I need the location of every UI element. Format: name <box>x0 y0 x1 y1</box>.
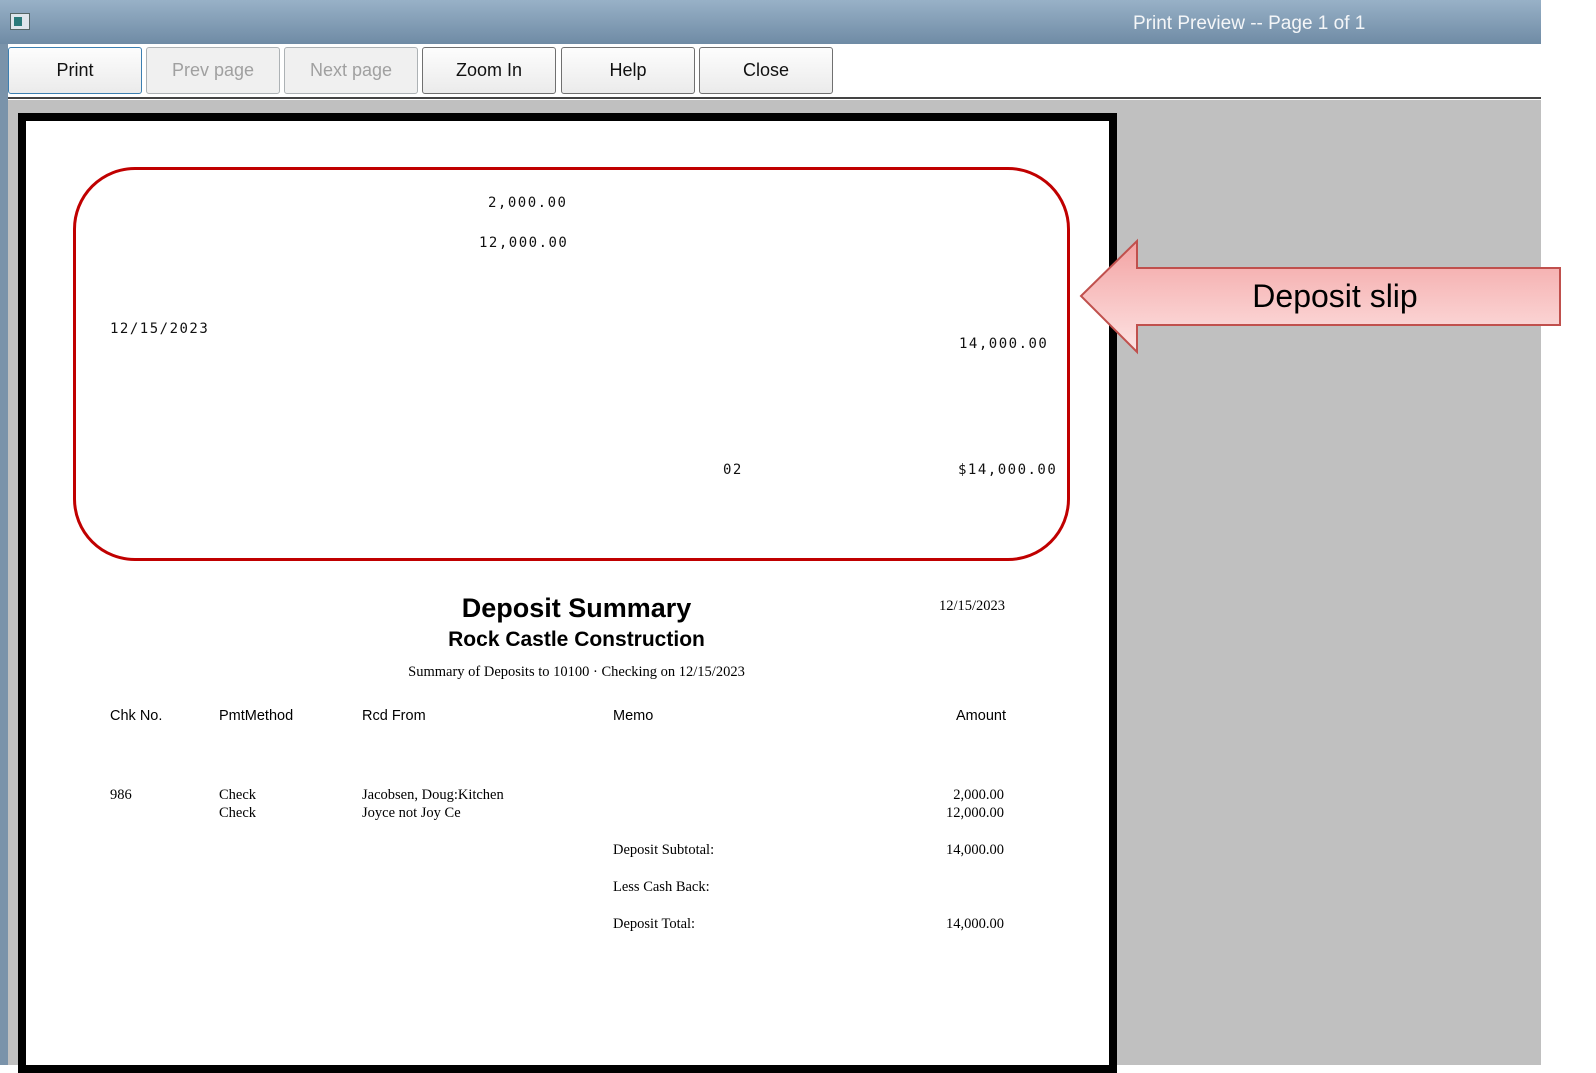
total-value: 14,000.00 <box>946 916 1004 932</box>
row-from: Joyce not Joy Ce <box>362 805 461 821</box>
title-bar: Print Preview -- Page 1 of 1 <box>0 0 1541 44</box>
col-memo: Memo <box>613 708 654 724</box>
deposit-slip-highlight <box>73 167 1070 561</box>
toolbar: Print Prev page Next page Zoom In Help C… <box>0 44 1541 99</box>
window-frame <box>0 44 8 1065</box>
report-title: Deposit Summary <box>461 593 692 623</box>
report-subtitle: Summary of Deposits to 10100 · Checking … <box>408 664 745 680</box>
print-button[interactable]: Print <box>8 47 142 94</box>
company-name: Rock Castle Construction <box>448 628 705 651</box>
slip-total: $14,000.00 <box>958 462 1058 478</box>
preview-page <box>18 113 1117 1073</box>
subtotal-value: 14,000.00 <box>946 842 1004 858</box>
slip-item-count: 02 <box>723 462 743 478</box>
slip-subtotal: 14,000.00 <box>959 336 1049 352</box>
row-amount: 12,000.00 <box>946 805 1004 821</box>
row-method: Check <box>219 805 257 821</box>
prev-page-button[interactable]: Prev page <box>146 47 280 94</box>
col-amount: Amount <box>956 708 1006 724</box>
help-button[interactable]: Help <box>561 47 695 94</box>
callout-arrow <box>1079 238 1561 355</box>
row-chk: 986 <box>110 787 132 803</box>
row-from: Jacobsen, Doug:Kitchen <box>362 787 504 803</box>
row-amount: 2,000.00 <box>953 787 1004 803</box>
col-pmt-method: PmtMethod <box>219 708 294 724</box>
window-title: Print Preview -- Page 1 of 1 <box>1133 13 1366 34</box>
close-button[interactable]: Close <box>699 47 833 94</box>
slip-date: 12/15/2023 <box>110 321 210 337</box>
col-chk-no: Chk No. <box>110 708 163 724</box>
cash-back-label: Less Cash Back: <box>613 879 710 895</box>
col-rcd-from: Rcd From <box>362 708 426 724</box>
row-method: Check <box>219 787 257 803</box>
subtotal-label: Deposit Subtotal: <box>613 842 715 858</box>
total-label: Deposit Total: <box>613 916 696 932</box>
background <box>1541 0 1596 1065</box>
slip-amount-2: 12,000.00 <box>479 235 569 251</box>
report-date: 12/15/2023 <box>939 598 1006 614</box>
zoom-in-button[interactable]: Zoom In <box>422 47 556 94</box>
app-icon <box>10 13 30 30</box>
next-page-button[interactable]: Next page <box>284 47 418 94</box>
callout-label: Deposit slip <box>1252 278 1418 314</box>
slip-amount-1: 2,000.00 <box>488 195 568 211</box>
